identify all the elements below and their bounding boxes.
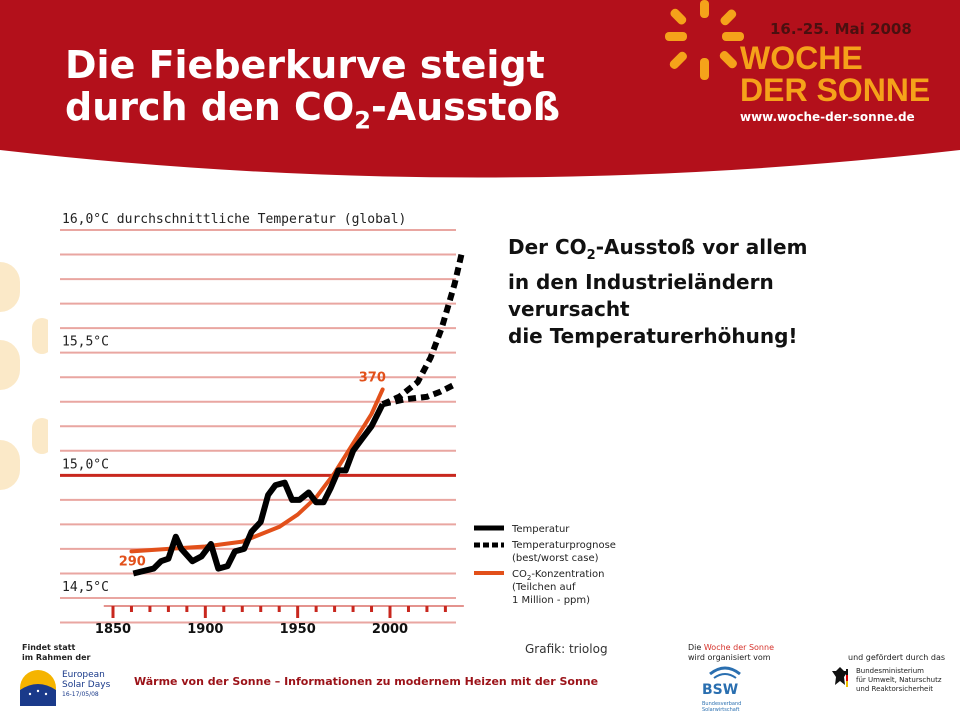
chart-grid bbox=[60, 229, 456, 624]
header-banner bbox=[0, 0, 960, 178]
event-name-line-2: DER SONNE bbox=[740, 72, 931, 108]
statement-line-3: verursacht bbox=[508, 297, 630, 321]
x-tick-major bbox=[203, 606, 207, 618]
x-tick-minor bbox=[185, 606, 189, 612]
temperature-chart: 16,0°C durchschnittliche Temperatur (glo… bbox=[48, 210, 616, 637]
statement-co2-subscript: 2 bbox=[586, 248, 596, 263]
x-tick-minor bbox=[277, 606, 281, 612]
findet-line-1: Findet statt bbox=[22, 643, 76, 652]
chart-legend: Temperatur Temperaturprognose (best/worst … bbox=[474, 524, 616, 606]
x-tick-major bbox=[388, 606, 392, 618]
esd-line-2: Solar Days bbox=[62, 680, 111, 690]
co2-annotation: 370 bbox=[359, 370, 386, 385]
statement-line-2: in den Industrieländern bbox=[508, 270, 774, 294]
y-tick-label: 14,5°C bbox=[62, 580, 109, 595]
bsw-sub-1: Bundesverband bbox=[702, 701, 742, 707]
legend-label-co2: (Teilchen auf bbox=[512, 582, 576, 593]
ministry-text: Bundesministerium für Umwelt, Naturschut… bbox=[856, 667, 942, 694]
statement-line-4: die Temperaturerhöhung! bbox=[508, 324, 798, 348]
chart-credit: Grafik: triolog bbox=[525, 642, 608, 656]
ministry-line-3: und Reaktorsicherheit bbox=[856, 685, 934, 693]
legend-label-temperature: Temperatur bbox=[511, 524, 570, 535]
ministry-line-1: Bundesministerium bbox=[856, 667, 924, 675]
federal-eagle-icon bbox=[832, 667, 848, 687]
x-tick-label: 2000 bbox=[372, 622, 408, 637]
page-title: Die Fieberkurve steigt durch den CO2-Aus… bbox=[65, 44, 560, 142]
x-tick-minor bbox=[222, 606, 226, 612]
legend-label-co2: CO2-Konzentration bbox=[512, 569, 605, 582]
x-tick-minor bbox=[240, 606, 244, 612]
legend-label-co2: 1 Million - ppm) bbox=[512, 595, 590, 606]
legend-label-forecast: (best/worst case) bbox=[512, 553, 599, 564]
x-tick-label: 1950 bbox=[280, 622, 316, 637]
chart-series bbox=[129, 251, 465, 577]
bsw-name: BSW bbox=[702, 682, 739, 698]
x-tick-minor bbox=[370, 606, 374, 612]
x-tick-minor bbox=[425, 606, 429, 612]
co2-annotation: 290 bbox=[119, 554, 146, 569]
statement-line-1-suffix: -Ausstoß vor allem bbox=[595, 235, 808, 259]
org-event-name: Woche der Sonne bbox=[703, 643, 774, 652]
event-url: www.woche-der-sonne.de bbox=[740, 110, 915, 124]
x-tick-label: 1900 bbox=[187, 622, 223, 637]
findet-line-2: im Rahmen der bbox=[22, 653, 91, 662]
event-name-line-1: WOCHE bbox=[740, 40, 863, 76]
legend-label-forecast: Temperaturprognose bbox=[511, 540, 616, 551]
event-name: WOCHE DER SONNE bbox=[740, 42, 940, 106]
findet-statt-text: Findet statt im Rahmen der bbox=[22, 643, 90, 663]
footer-tagline: Wärme von der Sonne – Informationen zu m… bbox=[134, 675, 599, 688]
x-tick-minor bbox=[148, 606, 152, 612]
y-tick-label: 15,0°C bbox=[62, 457, 109, 472]
title-line-1: Die Fieberkurve steigt bbox=[65, 43, 545, 87]
bsw-subtitle: Bundesverband Solarwirtschaft bbox=[702, 701, 741, 713]
title-co2-prefix: durch den CO bbox=[65, 85, 355, 129]
decorative-blob bbox=[32, 418, 52, 454]
event-date: 16.-25. Mai 2008 bbox=[770, 20, 912, 38]
esd-text: European Solar Days 16-17/05/08 bbox=[62, 670, 110, 700]
chart-labels: 16,0°C durchschnittliche Temperatur (glo… bbox=[62, 212, 408, 637]
x-tick-minor bbox=[351, 606, 355, 612]
esd-line-1: European bbox=[62, 670, 105, 680]
chart-axis bbox=[103, 605, 464, 618]
series-line-forecast-best bbox=[381, 381, 456, 408]
funded-text: und gefördert durch das bbox=[848, 653, 946, 662]
statement-co2-prefix: Der CO bbox=[508, 235, 587, 259]
title-suffix: -Ausstoß bbox=[370, 85, 561, 129]
ministry-line-2: für Umwelt, Naturschutz bbox=[856, 676, 942, 684]
esd-line-3: 16-17/05/08 bbox=[62, 691, 99, 698]
statement-line-1: Der CO2-Ausstoß vor allem bbox=[508, 234, 928, 269]
series-line-forecast-worst bbox=[381, 251, 465, 407]
bsw-sub-2: Solarwirtschaft bbox=[702, 707, 740, 713]
title-co2-subscript: 2 bbox=[354, 106, 371, 135]
decorative-blob bbox=[0, 440, 20, 490]
organizer-text: Die Woche der Sonne wird organisiert vom bbox=[688, 643, 774, 663]
x-tick-major bbox=[296, 606, 300, 618]
x-tick-minor bbox=[406, 606, 410, 612]
series-line-temperature bbox=[132, 402, 386, 577]
decorative-blob bbox=[0, 262, 20, 312]
title-line-2: durch den CO2-Ausstoß bbox=[65, 86, 560, 142]
y-tick-label: 16,0°C durchschnittliche Temperatur (glo… bbox=[62, 212, 406, 227]
decorative-blob bbox=[32, 318, 52, 354]
x-tick-minor bbox=[443, 606, 447, 612]
x-tick-minor bbox=[333, 606, 337, 612]
org-line-2: wird organisiert vom bbox=[688, 653, 771, 662]
x-tick-minor bbox=[166, 606, 170, 612]
org-prefix: Die bbox=[688, 643, 704, 652]
x-tick-major bbox=[111, 606, 115, 618]
sun-logo-icon bbox=[665, 0, 744, 80]
bsw-logo-icon bbox=[709, 666, 741, 679]
x-tick-minor bbox=[314, 606, 318, 612]
statement-text: Der CO2-Ausstoß vor allem in den Industr… bbox=[508, 234, 928, 350]
x-tick-label: 1850 bbox=[95, 622, 131, 637]
european-solar-days-logo-icon bbox=[20, 670, 56, 706]
x-tick-minor bbox=[129, 606, 133, 612]
series-line-co2 bbox=[129, 387, 385, 554]
decorative-blob bbox=[0, 340, 20, 390]
y-tick-label: 15,5°C bbox=[62, 335, 109, 350]
x-tick-minor bbox=[259, 606, 263, 612]
